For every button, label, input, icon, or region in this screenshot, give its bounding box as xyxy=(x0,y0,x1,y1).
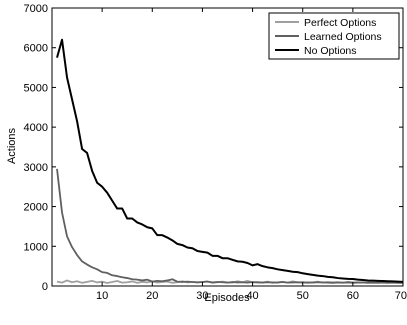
x-tick-label: 30 xyxy=(196,290,208,302)
legend: Perfect Options Learned Options No Options xyxy=(268,12,400,60)
legend-label: No Options xyxy=(304,45,357,57)
x-tick-label: 70 xyxy=(395,290,407,302)
y-tick-label: 2000 xyxy=(24,202,48,214)
y-tick-label: 5000 xyxy=(24,82,48,94)
x-tick-label: 10 xyxy=(96,290,108,302)
x-tick-label: 40 xyxy=(246,290,258,302)
y-tick-label: 0 xyxy=(42,281,48,293)
series-line-no-options xyxy=(56,38,404,283)
y-tick-label: 3000 xyxy=(24,162,48,174)
ticks-layer: 10 20 30 40 50 60 70 0 1000 2000 3000 4000 5000 6000 7… xyxy=(24,3,407,302)
y-tick-label: 1000 xyxy=(24,241,48,253)
legend-label: Perfect Options xyxy=(304,17,376,29)
y-tick-label: 6000 xyxy=(24,43,48,55)
x-tick-label: 20 xyxy=(146,290,158,302)
axes-frame xyxy=(51,7,404,287)
series-line-learned-options xyxy=(56,168,403,284)
y-axis-label: Actions xyxy=(6,127,18,164)
series-layer xyxy=(56,38,404,284)
axes-box xyxy=(51,7,404,287)
x-tick-label: 60 xyxy=(347,290,359,302)
x-axis-label: Episodes xyxy=(204,292,250,304)
x-tick-label: 50 xyxy=(297,290,309,302)
y-tick-label: 7000 xyxy=(24,3,48,15)
y-tick-label: 4000 xyxy=(24,122,48,134)
legend-label: Learned Options xyxy=(304,31,382,43)
